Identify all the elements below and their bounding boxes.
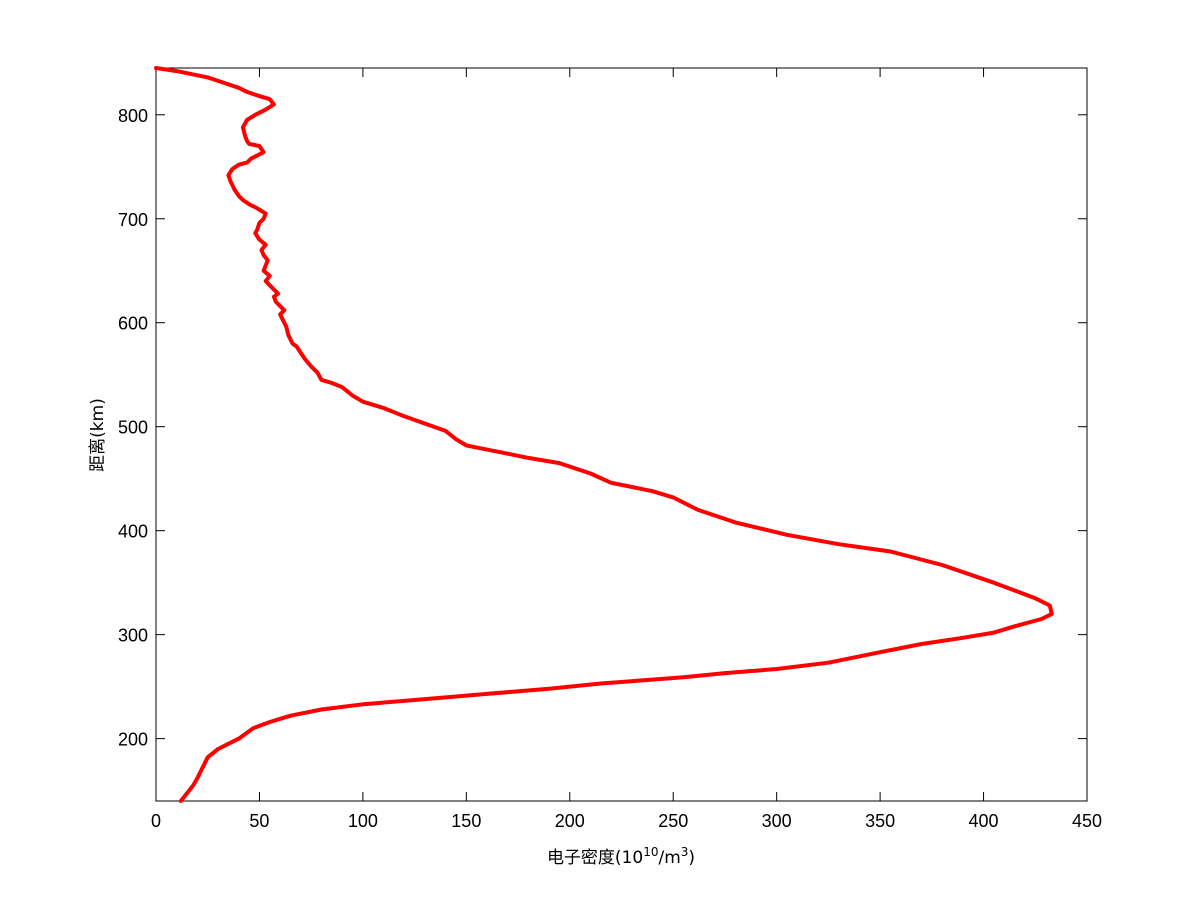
x-tick-label: 250 (658, 811, 688, 831)
y-tick-label: 400 (118, 522, 148, 542)
y-axis-label: 距离(km) (88, 398, 108, 472)
y-tick-label: 200 (118, 730, 148, 750)
y-tick-label: 300 (118, 626, 148, 646)
electron-density-line (154, 66, 1054, 803)
x-tick-label: 300 (762, 811, 792, 831)
x-axis-label-exp1: 10 (643, 845, 658, 859)
tick-labels: 0 50 100 150 200 250 300 350 400 450 200 300 400 500 6… (118, 106, 1102, 831)
x-axis-label-main: 电子密度(10 (547, 848, 643, 868)
x-tick-label: 0 (151, 811, 161, 831)
x-tick-label: 200 (555, 811, 585, 831)
x-axis-label-end: ) (688, 848, 695, 868)
y-tick-label: 600 (118, 314, 148, 334)
x-axis-label-mid: /m (658, 848, 680, 868)
x-tick-label: 150 (451, 811, 481, 831)
x-tick-label: 50 (249, 811, 269, 831)
y-tick-label: 800 (118, 106, 148, 126)
x-tick-label: 400 (969, 811, 999, 831)
x-tick-label: 350 (865, 811, 895, 831)
y-tick-label: 500 (118, 418, 148, 438)
x-tick-label: 100 (348, 811, 378, 831)
y-tick-label: 700 (118, 210, 148, 230)
x-tick-label: 450 (1072, 811, 1102, 831)
plot-area (155, 67, 1088, 802)
axis-ticks (155, 68, 1088, 801)
x-axis-label-exp2: 3 (681, 845, 689, 859)
x-axis-label: 电子密度(1010/m3) (547, 845, 695, 868)
